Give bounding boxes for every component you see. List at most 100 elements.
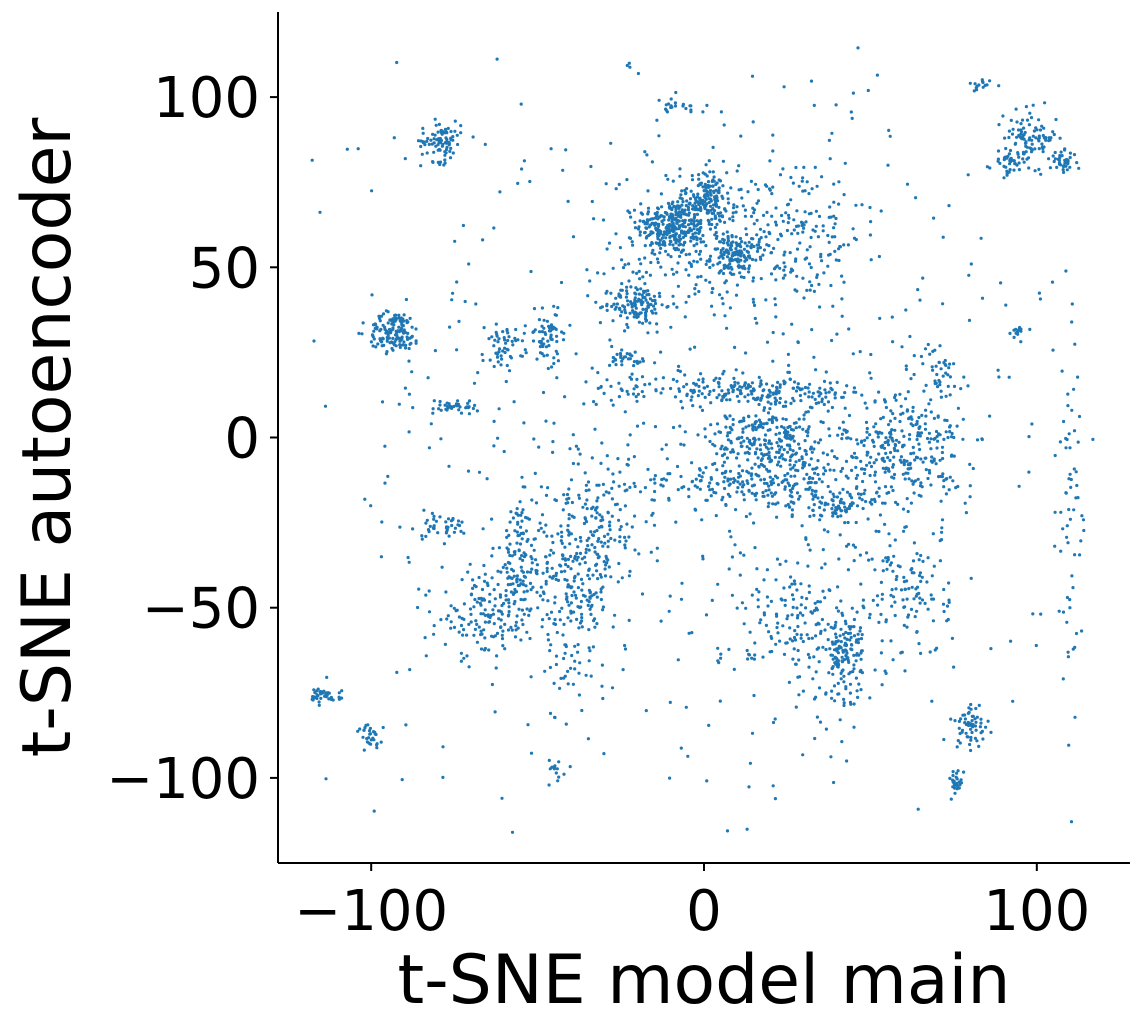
scatter-point [600,441,604,445]
scatter-point [966,723,971,728]
scatter-point [633,291,637,295]
scatter-point [735,394,740,398]
scatter-point [730,235,734,239]
scatter-point [850,643,854,647]
scatter-point [679,474,683,479]
scatter-point [832,468,836,472]
scatter-point [892,554,896,558]
scatter-point [730,555,735,559]
scatter-point [500,637,505,641]
scatter-point [689,222,693,226]
scatter-point [538,345,543,349]
scatter-point [805,180,809,184]
scatter-point [397,402,401,406]
scatter-point [379,740,383,744]
scatter-point [948,430,952,434]
scatter-point [759,478,763,482]
scatter-point [811,508,815,513]
scatter-point [766,393,771,397]
scatter-point [596,371,600,375]
scatter-point [555,767,559,771]
scatter-point [852,559,856,563]
scatter-point [400,326,404,330]
scatter-point [449,405,453,409]
scatter-point [737,399,741,403]
scatter-point [715,422,720,426]
scatter-point [671,221,675,225]
scatter-point [411,406,415,410]
scatter-point [503,350,507,355]
scatter-point [818,500,822,504]
scatter-point [1066,541,1070,545]
scatter-point [623,410,627,414]
scatter-point [578,535,583,540]
scatter-point [815,184,819,188]
scatter-point [1073,553,1077,557]
scatter-point [496,360,500,364]
scatter-point [518,542,523,546]
scatter-point [837,426,842,430]
scatter-point [945,604,950,608]
scatter-point [796,469,800,473]
scatter-point [424,654,428,658]
scatter-point [683,225,688,229]
scatter-point [567,487,571,491]
scatter-point [899,455,904,459]
scatter-point [745,479,749,483]
scatter-point [1027,123,1031,127]
scatter-point [868,612,872,617]
scatter-point [729,439,733,443]
scatter-point [599,597,604,602]
scatter-point [742,622,746,626]
scatter-point [809,445,813,449]
scatter-point [869,352,873,357]
scatter-point [847,413,852,418]
scatter-point [557,760,561,764]
scatter-point [738,392,743,396]
scatter-point [576,545,580,549]
scatter-point [814,634,818,638]
scatter-point [607,241,612,245]
scatter-point [761,213,766,217]
scatter-point [863,438,867,442]
scatter-point [933,381,937,386]
scatter-point [740,490,744,494]
scatter-point [666,472,670,476]
scatter-point [770,214,774,218]
scatter-point [839,599,843,603]
scatter-point [507,601,511,605]
scatter-point [973,717,977,721]
scatter-point [810,492,814,496]
scatter-point [851,352,855,356]
scatter-point [613,613,617,617]
scatter-point [525,607,529,611]
scatter-point [774,220,778,224]
scatter-point [950,636,955,641]
scatter-point [823,469,828,473]
scatter-point [759,422,764,426]
scatter-point [804,429,808,433]
scatter-point [1053,544,1057,548]
scatter-point [443,127,448,131]
scatter-point [693,292,697,296]
scatter-point [814,209,819,213]
scatter-point [969,702,973,707]
scatter-point [1015,120,1019,124]
scatter-point [750,381,755,385]
scatter-point [1017,161,1021,165]
scatter-point [840,274,844,278]
scatter-point [511,343,515,347]
scatter-point [726,249,730,253]
scatter-point [649,217,654,221]
scatter-point [668,242,672,246]
scatter-point [509,590,513,594]
scatter-point [563,651,567,655]
scatter-point [505,535,509,540]
scatter-point [515,614,519,618]
scatter-point [904,367,909,371]
scatter-point [635,313,639,317]
scatter-point [771,133,775,137]
scatter-point [539,526,543,530]
scatter-point [648,232,652,237]
scatter-point [788,377,793,381]
